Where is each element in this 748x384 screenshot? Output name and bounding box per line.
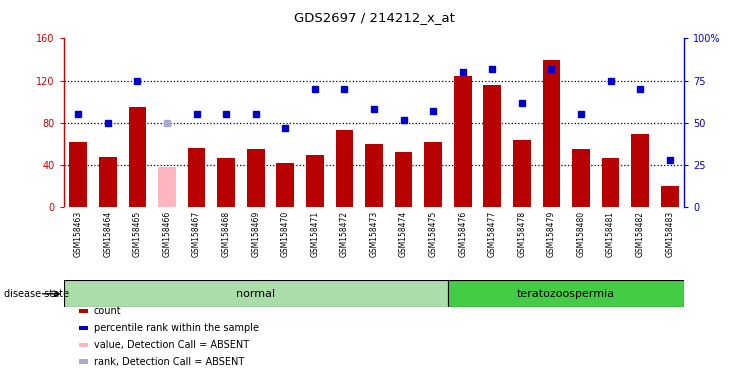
Text: value, Detection Call = ABSENT: value, Detection Call = ABSENT (94, 340, 248, 350)
Bar (247, 149, 265, 207)
Bar (454, 76, 471, 207)
Text: normal: normal (236, 289, 275, 299)
Text: GSM158478: GSM158478 (518, 211, 527, 257)
Text: percentile rank within the sample: percentile rank within the sample (94, 323, 259, 333)
Bar (306, 154, 324, 207)
Text: GSM158479: GSM158479 (547, 211, 556, 257)
Bar (277, 163, 294, 207)
Bar (365, 144, 383, 207)
Text: GSM158463: GSM158463 (74, 211, 83, 257)
Bar (188, 148, 206, 207)
Text: GSM158483: GSM158483 (665, 211, 674, 257)
Bar (542, 60, 560, 207)
Text: GDS2697 / 214212_x_at: GDS2697 / 214212_x_at (293, 12, 455, 25)
Text: rank, Detection Call = ABSENT: rank, Detection Call = ABSENT (94, 357, 244, 367)
Text: GSM158466: GSM158466 (162, 211, 171, 257)
Text: GSM158468: GSM158468 (221, 211, 230, 257)
Bar (64, 280, 448, 307)
Text: GSM158477: GSM158477 (488, 211, 497, 257)
Bar (631, 134, 649, 207)
Bar (513, 140, 530, 207)
Bar (572, 149, 590, 207)
Text: GSM158480: GSM158480 (577, 211, 586, 257)
Bar (158, 167, 176, 207)
Bar (336, 130, 353, 207)
Text: GSM158473: GSM158473 (370, 211, 378, 257)
Text: GSM158472: GSM158472 (340, 211, 349, 257)
Bar (660, 186, 678, 207)
Bar (129, 107, 147, 207)
Bar (218, 158, 235, 207)
Text: teratozoospermia: teratozoospermia (517, 289, 615, 299)
Text: count: count (94, 306, 121, 316)
Text: disease state: disease state (4, 289, 69, 299)
Text: GSM158467: GSM158467 (192, 211, 201, 257)
Bar (70, 142, 88, 207)
Text: GSM158482: GSM158482 (636, 211, 645, 257)
Bar (448, 280, 684, 307)
Text: GSM158475: GSM158475 (429, 211, 438, 257)
Text: GSM158465: GSM158465 (133, 211, 142, 257)
Text: GSM158464: GSM158464 (103, 211, 112, 257)
Text: GSM158476: GSM158476 (459, 211, 468, 257)
Bar (424, 142, 442, 207)
Text: GSM158474: GSM158474 (399, 211, 408, 257)
Text: GSM158469: GSM158469 (251, 211, 260, 257)
Text: GSM158481: GSM158481 (606, 211, 615, 257)
Bar (395, 152, 412, 207)
Bar (483, 85, 501, 207)
Bar (99, 157, 117, 207)
Bar (601, 158, 619, 207)
Text: GSM158471: GSM158471 (310, 211, 319, 257)
Text: GSM158470: GSM158470 (280, 211, 289, 257)
